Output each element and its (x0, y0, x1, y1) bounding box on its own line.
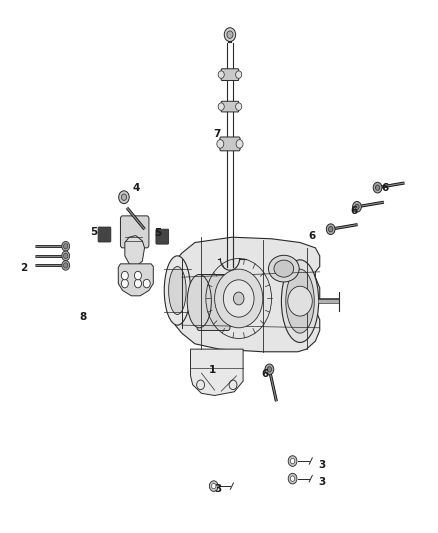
Ellipse shape (281, 260, 319, 343)
Text: 5: 5 (154, 228, 161, 238)
Circle shape (227, 31, 233, 38)
Text: 6: 6 (350, 206, 357, 215)
Circle shape (64, 253, 68, 259)
Text: 6: 6 (381, 183, 388, 192)
Circle shape (217, 140, 224, 148)
Circle shape (62, 241, 70, 251)
Circle shape (134, 279, 141, 288)
Text: 8: 8 (80, 312, 87, 322)
FancyBboxPatch shape (221, 69, 239, 80)
Circle shape (218, 103, 224, 110)
Circle shape (134, 271, 141, 280)
Circle shape (218, 71, 224, 78)
Circle shape (265, 364, 274, 375)
Ellipse shape (274, 260, 293, 277)
Ellipse shape (286, 269, 314, 333)
Circle shape (121, 194, 127, 200)
Circle shape (224, 28, 236, 42)
Ellipse shape (164, 256, 191, 325)
Circle shape (373, 182, 382, 193)
Circle shape (121, 271, 128, 280)
Circle shape (215, 269, 263, 328)
Text: 5: 5 (91, 227, 98, 237)
Text: 3: 3 (318, 460, 325, 470)
Circle shape (119, 191, 129, 204)
Circle shape (64, 263, 68, 268)
Circle shape (236, 103, 242, 110)
Circle shape (236, 71, 242, 78)
Circle shape (209, 481, 218, 491)
Circle shape (64, 244, 68, 249)
FancyBboxPatch shape (197, 274, 230, 330)
Circle shape (62, 261, 70, 270)
Circle shape (143, 279, 150, 288)
Ellipse shape (187, 274, 211, 328)
Circle shape (326, 224, 335, 235)
Text: 6: 6 (308, 231, 315, 240)
Circle shape (290, 476, 295, 481)
Text: 1: 1 (209, 366, 216, 375)
Polygon shape (118, 264, 153, 296)
Circle shape (375, 185, 380, 190)
Circle shape (121, 279, 128, 288)
Circle shape (328, 227, 333, 232)
FancyBboxPatch shape (221, 101, 239, 112)
Polygon shape (125, 236, 145, 266)
Text: 7: 7 (213, 130, 220, 139)
Circle shape (353, 201, 361, 212)
Text: 3: 3 (215, 484, 222, 494)
Circle shape (223, 280, 254, 317)
Circle shape (233, 292, 244, 305)
Circle shape (288, 286, 312, 316)
Polygon shape (191, 349, 243, 395)
Ellipse shape (169, 266, 186, 314)
FancyBboxPatch shape (98, 227, 111, 242)
Circle shape (290, 458, 295, 464)
Circle shape (288, 456, 297, 466)
Circle shape (267, 367, 272, 372)
FancyBboxPatch shape (120, 216, 149, 248)
Text: 2: 2 (21, 263, 28, 272)
Circle shape (62, 251, 70, 261)
Circle shape (236, 140, 243, 148)
FancyBboxPatch shape (156, 229, 169, 244)
Circle shape (288, 473, 297, 484)
Text: 4: 4 (132, 183, 139, 192)
Ellipse shape (268, 255, 299, 282)
Polygon shape (175, 237, 320, 352)
Circle shape (355, 204, 359, 209)
FancyBboxPatch shape (220, 137, 240, 151)
Text: 6: 6 (261, 369, 268, 379)
Text: 3: 3 (318, 477, 325, 487)
Circle shape (212, 483, 216, 489)
